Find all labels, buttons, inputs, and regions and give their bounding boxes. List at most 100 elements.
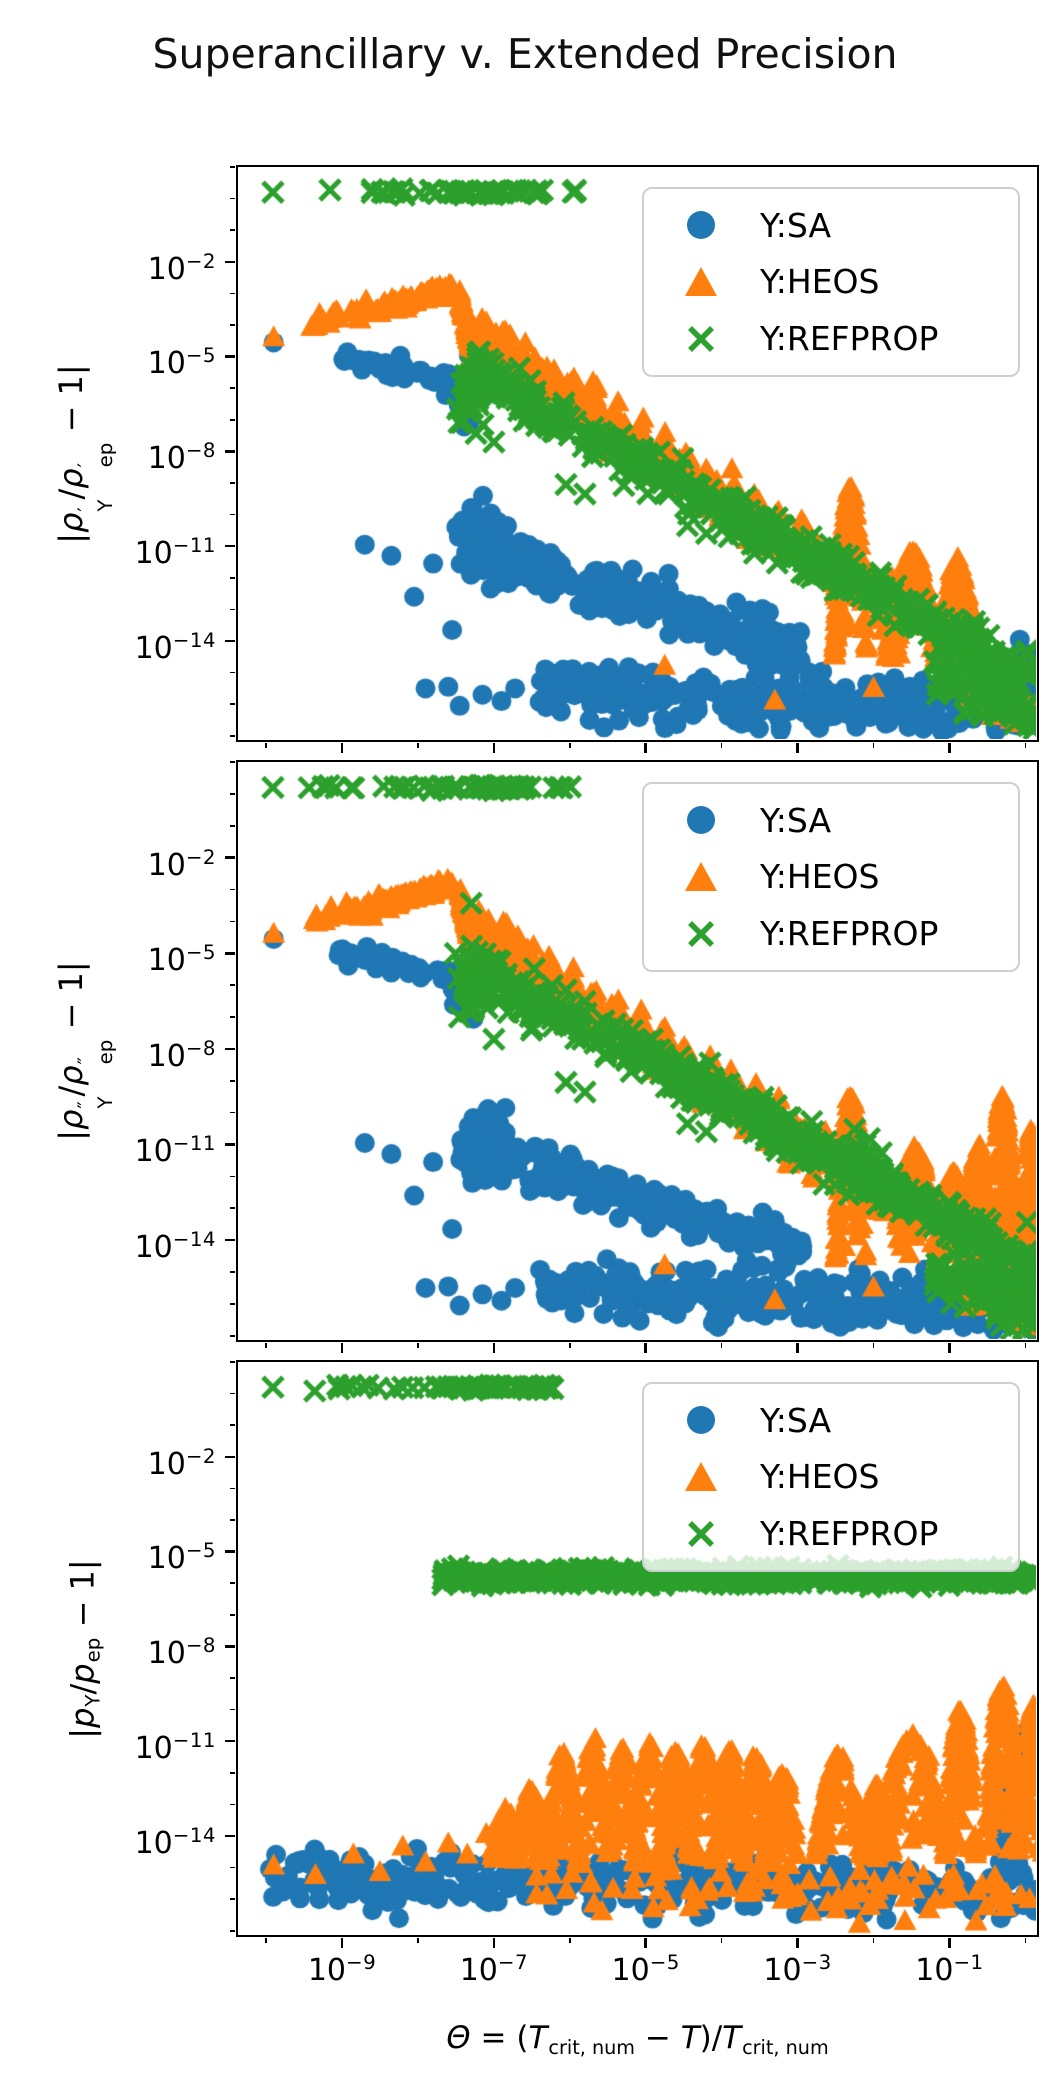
y-minor-tick (230, 735, 235, 737)
y-minor-tick (230, 761, 235, 763)
subplot-pressure: Y:SA Y:HEOS Y:REFPROP 10−2 10−5 10−8 10−11 10−… (135, 1360, 1039, 1988)
x-minor-tick (872, 1343, 875, 1348)
legend-entry-y-heos: Y:HEOS (668, 262, 1018, 301)
label-token: − 1| (63, 1558, 102, 1638)
x-major-tick (948, 743, 951, 753)
y-minor-tick (230, 671, 235, 674)
x-minor-tick (417, 1343, 419, 1348)
y-major-tick (225, 1550, 235, 1553)
y-minor-tick (230, 1271, 235, 1273)
y-minor-tick (230, 1803, 235, 1806)
x-axis-label: Θ = (Tcrit, num − T)/Tcrit, num (236, 2020, 1039, 2059)
y-minor-tick (230, 1930, 235, 1932)
y-tick-label: 10−5 (147, 941, 216, 979)
legend-circle-icon (687, 806, 715, 835)
x-minor-tick (872, 1938, 875, 1943)
y-tick-label: 10−8 (147, 1634, 216, 1672)
label-token: − 1| (52, 961, 91, 1040)
label-token: | (52, 1129, 91, 1141)
y-tick-label: 10−11 (134, 1729, 216, 1767)
legend-triangle-icon (685, 266, 717, 296)
legend-label: Y:REFPROP (760, 1514, 939, 1554)
y-minor-tick (230, 1207, 235, 1210)
sub-token: crit, num (742, 2035, 829, 2059)
label-token: T (680, 2020, 700, 2056)
x-minor-tick (265, 743, 267, 748)
y-tick-label: 10−2 (147, 1444, 216, 1482)
y-minor-tick (230, 888, 235, 891)
label-token: T (528, 2020, 548, 2056)
x-major-tick (492, 1343, 496, 1353)
legend-triangle-icon (685, 861, 717, 891)
x-tick-label: 10−9 (307, 1951, 377, 1988)
y-minor-tick (230, 1487, 235, 1490)
sub-token: ep (81, 1637, 105, 1662)
y-minor-tick (230, 1614, 235, 1616)
legend-label: Y:REFPROP (760, 319, 939, 359)
legend-x-icon (688, 1520, 714, 1547)
y-minor-tick (230, 419, 235, 421)
x-minor-tick (569, 1343, 571, 1348)
y-major-tick (225, 1834, 235, 1838)
legend-label: Y:SA (760, 800, 832, 840)
legend-entry-y-sa: Y:SA (668, 801, 1018, 840)
y-minor-tick (230, 1303, 235, 1305)
y-major-tick (225, 544, 235, 548)
y-minor-tick (230, 1392, 235, 1395)
y-major-tick (225, 1238, 235, 1242)
x-minor-tick (720, 1343, 723, 1348)
legend-entry-y-sa: Y:SA (668, 1401, 1018, 1440)
legend: Y:SA Y:HEOS Y:REFPROP (642, 187, 1020, 377)
legend-entry-y-refprop: Y:REFPROP (668, 319, 1018, 358)
label-token: = ( (470, 2020, 529, 2056)
y-major-tick (225, 355, 235, 358)
y-minor-tick (230, 1582, 235, 1584)
y-minor-tick (230, 1079, 235, 1082)
label-token: | (63, 1727, 102, 1739)
y-major-tick (225, 1455, 235, 1459)
legend: Y:SA Y:HEOS Y:REFPROP (642, 1382, 1020, 1572)
x-minor-tick (1024, 743, 1027, 748)
x-minor-tick (1024, 1938, 1027, 1943)
x-minor-tick (720, 1938, 723, 1943)
y-minor-tick (230, 513, 235, 516)
y-axis-label-vapor-density: |ρ ″ Y/ρ ″ ep − 1| (52, 961, 117, 1141)
y-major-tick (225, 1047, 235, 1051)
x-major-tick (644, 1343, 647, 1353)
y-major-tick (225, 639, 235, 643)
y-major-tick (225, 952, 235, 955)
x-major-tick (492, 1938, 496, 1948)
x-major-tick (340, 1938, 344, 1948)
y-axis-label-liquid-density: |ρ ′ Y/ρ ′ ep − 1| (52, 364, 117, 543)
x-minor-tick (872, 743, 875, 748)
y-minor-tick (230, 229, 235, 231)
y-minor-tick (230, 1175, 235, 1178)
label-token: p (63, 1662, 102, 1684)
y-major-tick (225, 1739, 235, 1743)
x-minor-tick (720, 743, 723, 748)
legend-triangle-icon (685, 1461, 717, 1491)
legend-label: Y:HEOS (760, 262, 880, 302)
y-minor-tick (230, 1519, 235, 1521)
y-tick-label: 10−5 (147, 1539, 216, 1577)
y-minor-tick (230, 1708, 235, 1711)
x-minor-tick (417, 743, 419, 748)
x-major-tick (796, 1343, 799, 1353)
sub-token: crit, num (548, 2035, 635, 2059)
sup-sub-token: ′ ep (74, 442, 117, 467)
y-minor-tick (230, 1424, 235, 1426)
x-minor-tick (1024, 1343, 1027, 1348)
y-tick-label: 10−14 (134, 1228, 216, 1266)
y-minor-tick (230, 1898, 235, 1901)
y-minor-tick (230, 793, 235, 795)
sub-token: Y (81, 1693, 105, 1707)
label-token: T (722, 2020, 742, 2056)
label-token: ρ (52, 467, 91, 489)
legend-label: Y:HEOS (760, 1457, 880, 1497)
label-token: p (63, 1707, 102, 1728)
x-tick-label: 10−5 (611, 1951, 680, 1988)
label-token: / (52, 1085, 91, 1097)
y-tick-label: 10−11 (134, 534, 216, 572)
y-minor-tick (230, 608, 235, 611)
y-axis-label-pressure: |pY/pep − 1| (64, 1559, 105, 1738)
